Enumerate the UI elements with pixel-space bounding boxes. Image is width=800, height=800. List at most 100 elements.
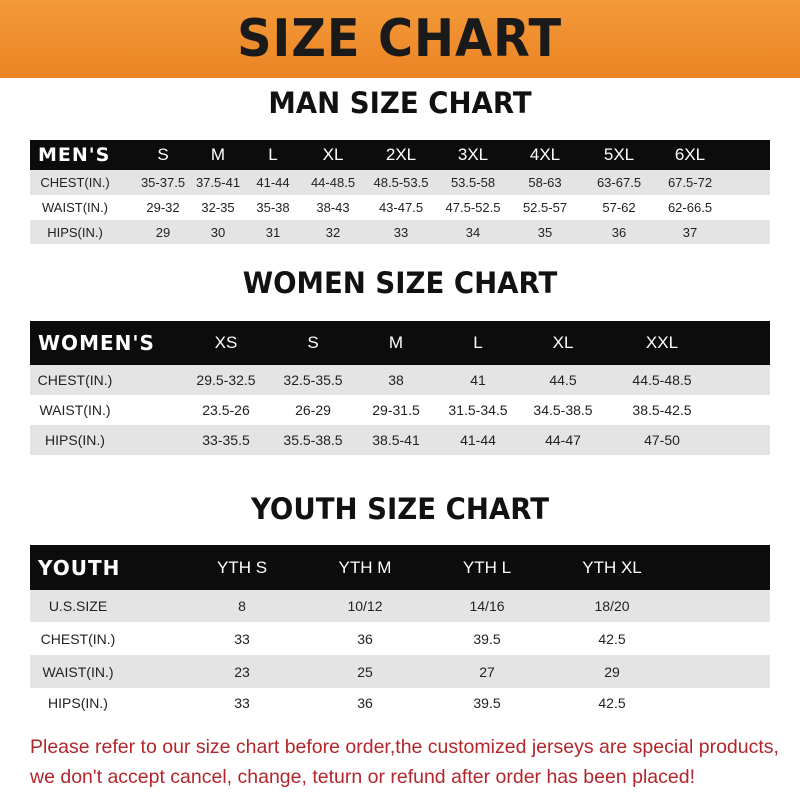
table-label: YOUTH [38, 555, 121, 580]
table-cell: 30 [210, 224, 226, 240]
women-size-table: WOMEN'S XS S M L XL XXL CHEST(IN.) 29.5-32.5 32.5… [30, 321, 770, 455]
measure-label: WAIST(IN.) [42, 200, 108, 215]
table-cell: 63-67.5 [596, 175, 642, 190]
table-row: WAIST(IN.) 23 25 27 29 [30, 655, 770, 688]
table-cell: 43-47.5 [378, 200, 424, 215]
size-header: XXL [645, 333, 679, 352]
table-cell: 38.5-41 [372, 432, 420, 448]
size-header: YTH XL [582, 557, 642, 577]
women-title: WOMEN SIZE CHART [242, 266, 558, 300]
table-cell: 42.5 [598, 695, 626, 711]
table-label: MEN'S [38, 144, 111, 166]
table-cell: 53.5-58 [450, 175, 496, 190]
table-cell: 37 [682, 224, 698, 240]
table-cell: 36 [357, 630, 373, 647]
measure-label: U.S.SIZE [48, 598, 108, 614]
youth-title: YOUTH SIZE CHART [250, 492, 550, 526]
table-cell: 8 [238, 598, 246, 614]
table-cell: 62-66.5 [667, 200, 713, 215]
size-header: XL [552, 333, 574, 352]
table-cell: 35 [537, 224, 553, 240]
size-header: XS [214, 333, 238, 352]
measure-label: CHEST(IN.) [40, 175, 110, 190]
table-cell: 35-38 [256, 200, 290, 215]
table-cell: 29-32 [146, 200, 180, 215]
table-row: WAIST(IN.) 29-32 32-35 35-38 38-43 43-47.5 47.… [30, 195, 770, 220]
header-row: YOUTH YTH S YTH M YTH L YTH XL [30, 545, 770, 590]
measure-label: CHEST(IN.) [37, 372, 113, 388]
header-row: MEN'S S M L XL 2XL 3XL 4XL 5XL 6XL [30, 140, 770, 170]
table-cell: 29 [604, 663, 620, 680]
header-row: WOMEN'S XS S M L XL XXL [30, 321, 770, 365]
table-cell: 48.5-53.5 [373, 175, 429, 190]
size-header: 6XL [674, 145, 706, 164]
table-cell: 33 [234, 695, 250, 711]
size-header: L [268, 145, 278, 164]
youth-size-table: YOUTH YTH S YTH M YTH L YTH XL U.S.SIZE 8 10/12… [30, 545, 770, 718]
table-cell: 32 [325, 224, 341, 240]
table-cell: 32.5-35.5 [283, 372, 343, 388]
table-cell: 39.5 [473, 630, 501, 647]
table-cell: 44.5-48.5 [632, 372, 692, 388]
table-cell: 67.5-72 [667, 175, 713, 190]
size-header: 3XL [457, 145, 489, 164]
banner: SIZE CHART [0, 0, 800, 78]
measure-label: HIPS(IN.) [47, 224, 103, 240]
table-cell: 36 [611, 224, 627, 240]
table-cell: 23 [234, 663, 250, 680]
table-cell: 47.5-52.5 [445, 200, 501, 215]
table-cell: 38.5-42.5 [632, 402, 692, 418]
notice: Please refer to our size chart before or… [30, 732, 790, 792]
measure-label: HIPS(IN.) [45, 432, 105, 448]
size-header: YTH L [462, 557, 512, 577]
table-cell: 36 [357, 695, 373, 711]
size-header: YTH M [338, 557, 392, 577]
table-cell: 34 [465, 224, 481, 240]
table-cell: 25 [357, 663, 373, 680]
table-cell: 37.5-41 [195, 175, 241, 190]
size-header: 5XL [603, 145, 635, 164]
men-size-table: MEN'S S M L XL 2XL 3XL 4XL 5XL 6XL CHEST(IN.) 35-37… [30, 140, 770, 244]
table-row: HIPS(IN.) 33 36 39.5 42.5 [30, 688, 770, 718]
table-row: HIPS(IN.) 29 30 31 32 33 34 35 36 37 [30, 220, 770, 244]
table-cell: 31.5-34.5 [448, 402, 508, 418]
table-cell: 47-50 [644, 432, 680, 448]
table-cell: 34.5-38.5 [533, 402, 593, 418]
size-header: S [157, 145, 169, 164]
size-header: 4XL [529, 145, 561, 164]
notice-line-2: we don't accept cancel, change, teturn o… [30, 766, 695, 788]
measure-label: HIPS(IN.) [48, 695, 108, 711]
measure-label: CHEST(IN.) [40, 630, 116, 647]
size-header: XL [322, 145, 344, 164]
size-header: M [210, 145, 226, 164]
table-row: U.S.SIZE 8 10/12 14/16 18/20 [30, 590, 770, 622]
table-cell: 14/16 [469, 598, 505, 614]
table-row: CHEST(IN.) 35-37.5 37.5-41 41-44 44-48.5 48.5… [30, 170, 770, 195]
table-cell: 35-37.5 [140, 175, 186, 190]
table-cell: 27 [479, 663, 495, 680]
table-cell: 41-44 [460, 432, 496, 448]
table-cell: 31 [265, 224, 281, 240]
size-header: 2XL [385, 145, 417, 164]
table-cell: 33-35.5 [202, 432, 250, 448]
table-cell: 10/12 [347, 598, 383, 614]
table-cell: 29-31.5 [372, 402, 420, 418]
table-cell: 41-44 [256, 175, 290, 190]
table-cell: 44-48.5 [310, 175, 356, 190]
banner-title: SIZE CHART [237, 9, 563, 69]
table-cell: 38-43 [316, 200, 350, 215]
table-cell: 29 [155, 224, 171, 240]
table-row: CHEST(IN.) 29.5-32.5 32.5-35.5 38 41 44.5 44.5… [30, 365, 770, 395]
table-cell: 26-29 [295, 402, 331, 418]
size-header: L [473, 333, 483, 352]
size-header: YTH S [216, 557, 268, 577]
table-cell: 32-35 [201, 200, 235, 215]
table-cell: 18/20 [594, 598, 630, 614]
size-header: S [307, 333, 319, 352]
notice-line-1: Please refer to our size chart before or… [30, 736, 779, 758]
table-cell: 41 [470, 372, 486, 388]
table-label: WOMEN'S [38, 331, 155, 355]
table-cell: 33 [393, 224, 409, 240]
table-cell: 44.5 [549, 372, 577, 388]
table-cell: 58-63 [528, 175, 562, 190]
